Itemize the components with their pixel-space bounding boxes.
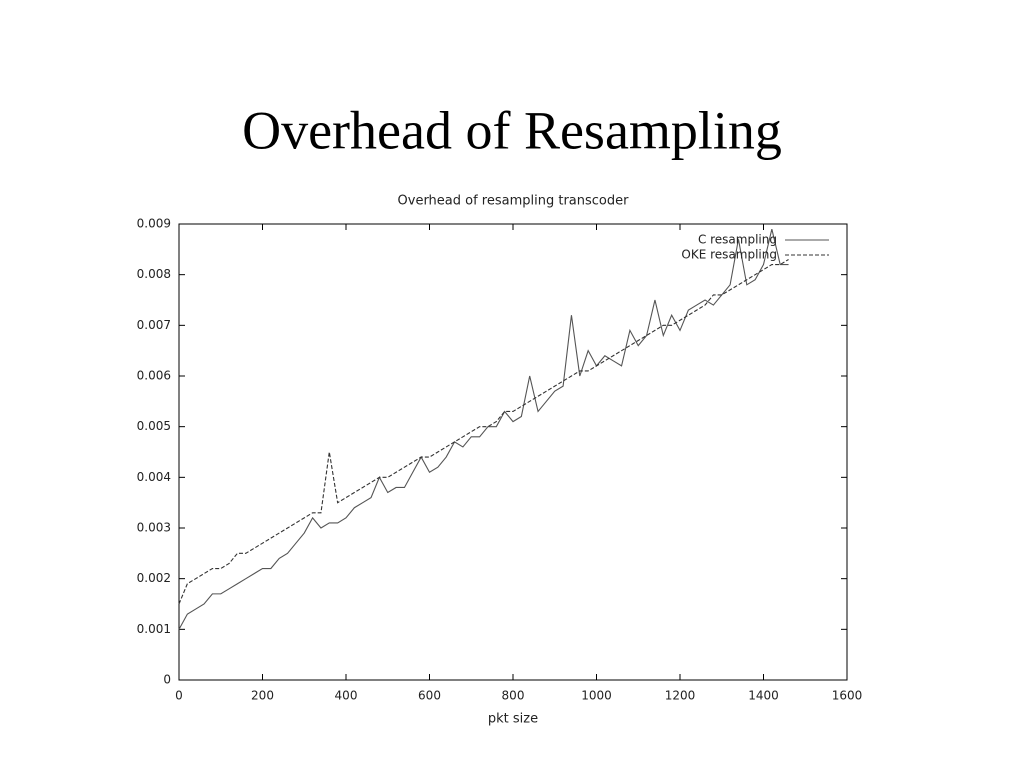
x-tick-label: 1200 (665, 689, 696, 703)
y-tick-label: 0 (163, 673, 171, 687)
plot-frame (178, 223, 848, 681)
legend-label: C resampling (698, 233, 777, 247)
slide-title: Overhead of Resampling (242, 100, 782, 160)
y-tick-label: 0.002 (137, 571, 171, 585)
series-line (178, 228, 789, 630)
y-tick-label: 0.009 (137, 217, 171, 231)
y-tick-label: 0.008 (137, 267, 171, 281)
x-tick-label: 1000 (581, 689, 612, 703)
y-tick-label: 0.005 (137, 419, 171, 433)
x-tick-label: 400 (335, 689, 358, 703)
chart-title: Overhead of resampling transcoder (398, 194, 630, 209)
y-tick-label: 0.001 (137, 622, 171, 636)
y-tick-label: 0.006 (137, 369, 171, 383)
x-tick-label: 800 (502, 689, 525, 703)
series-line (178, 258, 789, 605)
x-tick-label: 1600 (832, 689, 863, 703)
x-tick-label: 1400 (748, 689, 779, 703)
legend-label: OKE resampling (681, 248, 777, 262)
x-tick-label: 0 (175, 689, 183, 703)
y-tick-label: 0.003 (137, 521, 171, 535)
y-tick-label: 0.007 (137, 318, 171, 332)
x-axis-label: pkt size (488, 712, 538, 727)
y-tick-label: 0.004 (137, 470, 171, 484)
x-tick-label: 200 (251, 689, 274, 703)
x-tick-label: 600 (418, 689, 441, 703)
